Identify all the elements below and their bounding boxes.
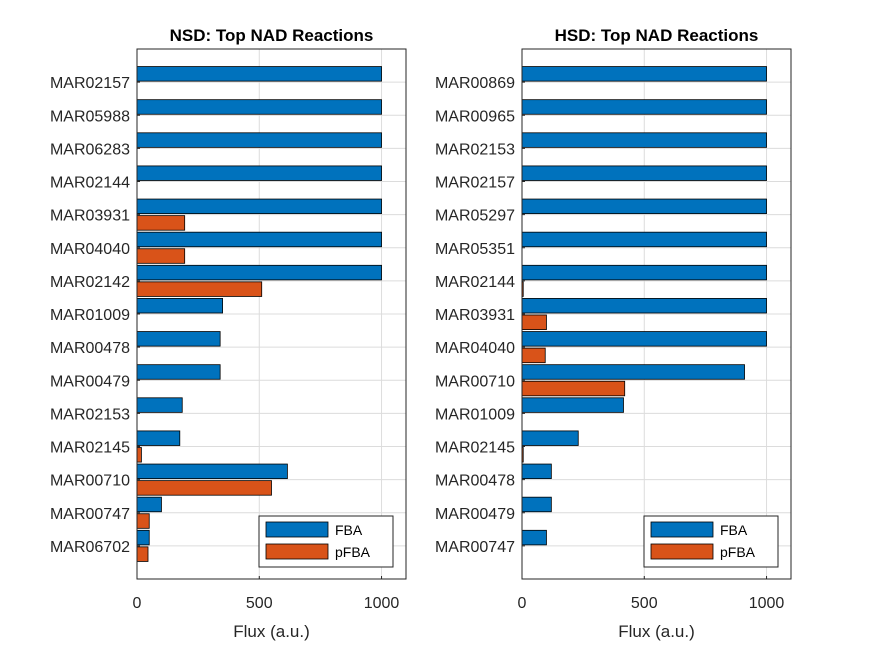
y-tick-label: MAR00710 <box>50 473 130 490</box>
bar-pfba <box>136 447 142 463</box>
y-tick-label: MAR06283 <box>50 141 130 158</box>
y-tick-label: MAR02153 <box>435 141 515 158</box>
y-tick-label: MAR02144 <box>435 274 515 291</box>
bar-fba <box>136 496 162 513</box>
bar-fba <box>521 132 767 148</box>
bar-pfba <box>136 248 186 264</box>
bar-fba <box>521 397 624 413</box>
bar-fba <box>521 198 767 215</box>
legend-swatch-pfba <box>265 543 329 560</box>
bar-fba <box>136 264 382 281</box>
y-tick-label: MAR02144 <box>50 175 130 192</box>
bar-fba <box>136 430 181 446</box>
y-tick-label: MAR04040 <box>435 340 515 357</box>
bar-fba <box>136 165 382 181</box>
y-tick-label: MAR00747 <box>50 506 130 523</box>
y-tick-label: MAR01009 <box>435 406 515 423</box>
bar-fba <box>521 66 767 82</box>
bar-fba <box>136 364 221 380</box>
bar-fba <box>521 496 552 513</box>
bar-fba <box>136 463 288 480</box>
bar-fba <box>521 231 767 248</box>
panel-nsd: NSD: Top NAD Reactions Flux (a.u.) MAR02… <box>50 26 407 641</box>
bar-fba <box>521 430 579 446</box>
y-tick-label: MAR02157 <box>435 175 515 192</box>
y-tick-label: MAR00965 <box>435 108 515 125</box>
legend-label-fba: FBA <box>720 522 748 538</box>
x-tick-label: 0 <box>518 595 527 612</box>
y-tick-label: MAR00710 <box>435 373 515 390</box>
y-tick-label: MAR04040 <box>50 241 130 258</box>
y-tick-label: MAR02145 <box>50 440 130 457</box>
x-axis-label: Flux (a.u.) <box>618 622 695 641</box>
bar-pfba <box>136 480 272 496</box>
x-axis-label: Flux (a.u.) <box>233 622 310 641</box>
x-tick-label: 1000 <box>364 595 400 612</box>
bar-fba <box>521 165 767 181</box>
y-tick-label: MAR03931 <box>435 307 515 324</box>
y-tick-label: MAR00479 <box>50 373 130 390</box>
y-tick-label: MAR02145 <box>435 440 515 457</box>
bar-fba <box>521 298 767 314</box>
bar-fba <box>136 298 223 314</box>
bar-fba <box>521 463 552 480</box>
bar-pfba <box>136 513 150 529</box>
y-tick-label: MAR05351 <box>435 241 515 258</box>
bar-fba <box>521 99 767 115</box>
legend-label-pfba: pFBA <box>335 544 371 560</box>
bar-fba <box>136 66 382 82</box>
x-tick-label: 500 <box>246 595 273 612</box>
bar-pfba <box>521 380 626 397</box>
y-tick-label: MAR06702 <box>50 539 130 556</box>
bar-fba <box>521 264 767 281</box>
legend-label-fba: FBA <box>335 522 363 538</box>
y-tick-label: MAR05297 <box>435 208 515 225</box>
bar-fba <box>136 331 221 347</box>
x-tick-label: 1000 <box>749 595 785 612</box>
bar-fba <box>136 529 150 546</box>
bar-fba <box>136 99 382 115</box>
y-tick-label: MAR00479 <box>435 506 515 523</box>
bar-fba <box>521 364 745 380</box>
y-tick-label: MAR00478 <box>435 473 515 490</box>
bar-fba <box>136 198 382 215</box>
y-tick-label: MAR05988 <box>50 108 130 125</box>
x-tick-label: 0 <box>133 595 142 612</box>
bar-fba <box>521 529 547 546</box>
bar-pfba <box>521 314 547 330</box>
legend-swatch-fba <box>650 521 714 538</box>
bar-fba <box>136 397 183 413</box>
chart-title: NSD: Top NAD Reactions <box>170 26 374 45</box>
panel-hsd: HSD: Top NAD Reactions Flux (a.u.) MAR00… <box>435 26 792 641</box>
y-tick-label: MAR00747 <box>435 539 515 556</box>
chart-title: HSD: Top NAD Reactions <box>555 26 759 45</box>
bar-fba <box>136 132 382 148</box>
bar-pfba <box>521 347 546 364</box>
legend-label-pfba: pFBA <box>720 544 756 560</box>
bar-fba <box>136 231 382 248</box>
bar-pfba <box>136 215 186 231</box>
bar-fba <box>521 331 767 347</box>
y-tick-label: MAR03931 <box>50 208 130 225</box>
y-tick-label: MAR00869 <box>435 75 515 92</box>
y-tick-label: MAR02142 <box>50 274 130 291</box>
bar-pfba <box>136 546 149 562</box>
y-tick-label: MAR01009 <box>50 307 130 324</box>
y-tick-label: MAR00478 <box>50 340 130 357</box>
y-tick-label: MAR02153 <box>50 406 130 423</box>
x-tick-label: 500 <box>631 595 658 612</box>
bar-pfba <box>136 281 263 297</box>
legend-swatch-fba <box>265 521 329 538</box>
y-tick-label: MAR02157 <box>50 75 130 92</box>
legend-swatch-pfba <box>650 543 714 560</box>
